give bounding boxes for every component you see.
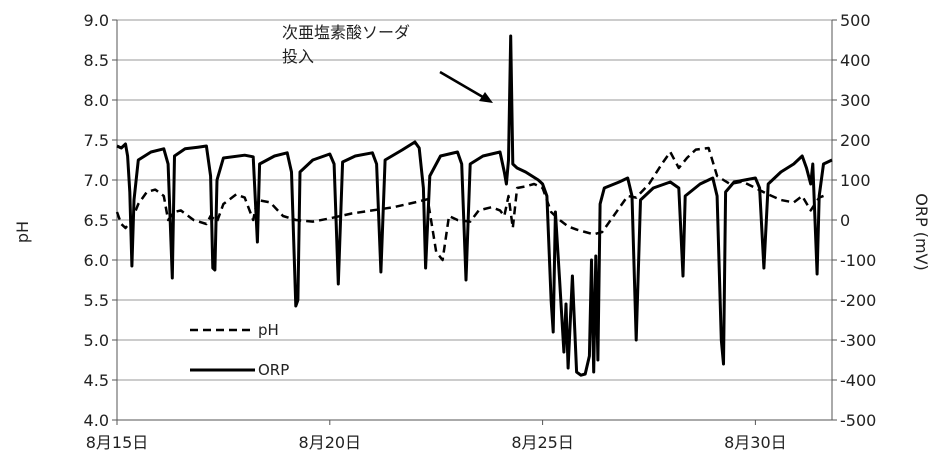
left-tick-label: 5.0 (84, 331, 109, 350)
right-tick-label: -500 (840, 411, 876, 430)
legend: pH ORP (190, 321, 289, 379)
left-axis-ticks: 4.0 4.5 5.0 5.5 6.0 6.5 7.0 7.5 8.0 8.5 9.0 (84, 11, 117, 430)
legend-label-ph: pH (258, 321, 279, 339)
right-tick-label: 500 (840, 11, 871, 30)
right-tick-label: -300 (840, 331, 876, 350)
right-tick-label: -100 (840, 251, 876, 270)
left-tick-label: 7.0 (84, 171, 109, 190)
left-tick-label: 4.5 (84, 371, 109, 390)
left-tick-label: 5.5 (84, 291, 109, 310)
right-tick-label: 400 (840, 51, 871, 70)
x-tick-label: 8月20日 (299, 433, 362, 452)
series-line-ph (115, 146, 829, 262)
series-line-orp (116, 34, 833, 377)
series-group (115, 34, 833, 377)
left-tick-label: 6.0 (84, 251, 109, 270)
right-tick-label: 200 (840, 131, 871, 150)
left-tick-label: 6.5 (84, 211, 109, 230)
x-tick-label: 8月15日 (86, 433, 149, 452)
right-tick-label: 0 (840, 211, 850, 230)
left-axis-title: pH (13, 221, 32, 243)
annotation-arrow-head (479, 92, 493, 103)
x-tick-label: 8月25日 (511, 433, 574, 452)
right-tick-label: 300 (840, 91, 871, 110)
left-tick-label: 9.0 (84, 11, 109, 30)
right-axis-ticks: -500 -400 -300 -200 -100 0 100 200 300 400 500 (832, 11, 876, 430)
annotation-arrow-shaft (439, 70, 489, 102)
annotation: 次亜塩素酸ソーダ 投入 (282, 23, 493, 103)
legend-label-orp: ORP (258, 361, 289, 379)
left-tick-label: 8.0 (84, 91, 109, 110)
right-tick-label: -400 (840, 371, 876, 390)
annotation-line-2: 投入 (282, 47, 314, 66)
left-tick-label: 8.5 (84, 51, 109, 70)
annotation-line-1: 次亜塩素酸ソーダ (282, 23, 410, 42)
right-tick-label: -200 (840, 291, 876, 310)
left-tick-label: 7.5 (84, 131, 109, 150)
right-axis-title: ORP (mV) (912, 193, 930, 270)
gridlines (117, 19, 832, 421)
left-tick-label: 4.0 (84, 411, 109, 430)
x-tick-label: 8月30日 (724, 433, 787, 452)
x-axis-ticks: 8月15日 8月20日 8月25日 8月30日 (86, 420, 787, 452)
right-tick-label: 100 (840, 171, 871, 190)
